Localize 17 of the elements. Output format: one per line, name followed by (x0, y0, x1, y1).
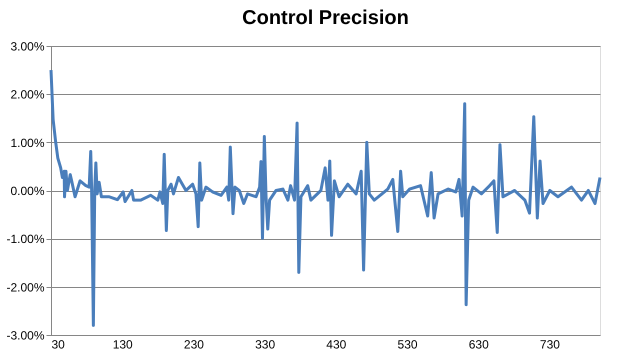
y-tick-label: 2.00% (10, 88, 45, 102)
x-tick-label: 430 (326, 338, 347, 352)
x-tick-label: 530 (398, 338, 418, 352)
y-tick-label: -1.00% (6, 232, 45, 246)
x-tick-label: 330 (255, 338, 276, 352)
line-series (50, 68, 602, 327)
x-tick-label: 130 (112, 338, 134, 352)
y-tick-label: 1.00% (10, 136, 45, 150)
y-tick-label: -3.00% (6, 328, 45, 342)
x-tick-label: 30 (52, 338, 66, 352)
y-tick-label: 3.00% (10, 40, 45, 54)
y-tick-label: 0.00% (10, 184, 45, 198)
x-tick-label: 630 (468, 338, 490, 352)
x-tick-label: 230 (184, 338, 204, 352)
x-tick-label: 730 (540, 338, 560, 352)
chart-title: Control Precision (242, 7, 409, 29)
y-tick-label: -2.00% (6, 280, 45, 294)
